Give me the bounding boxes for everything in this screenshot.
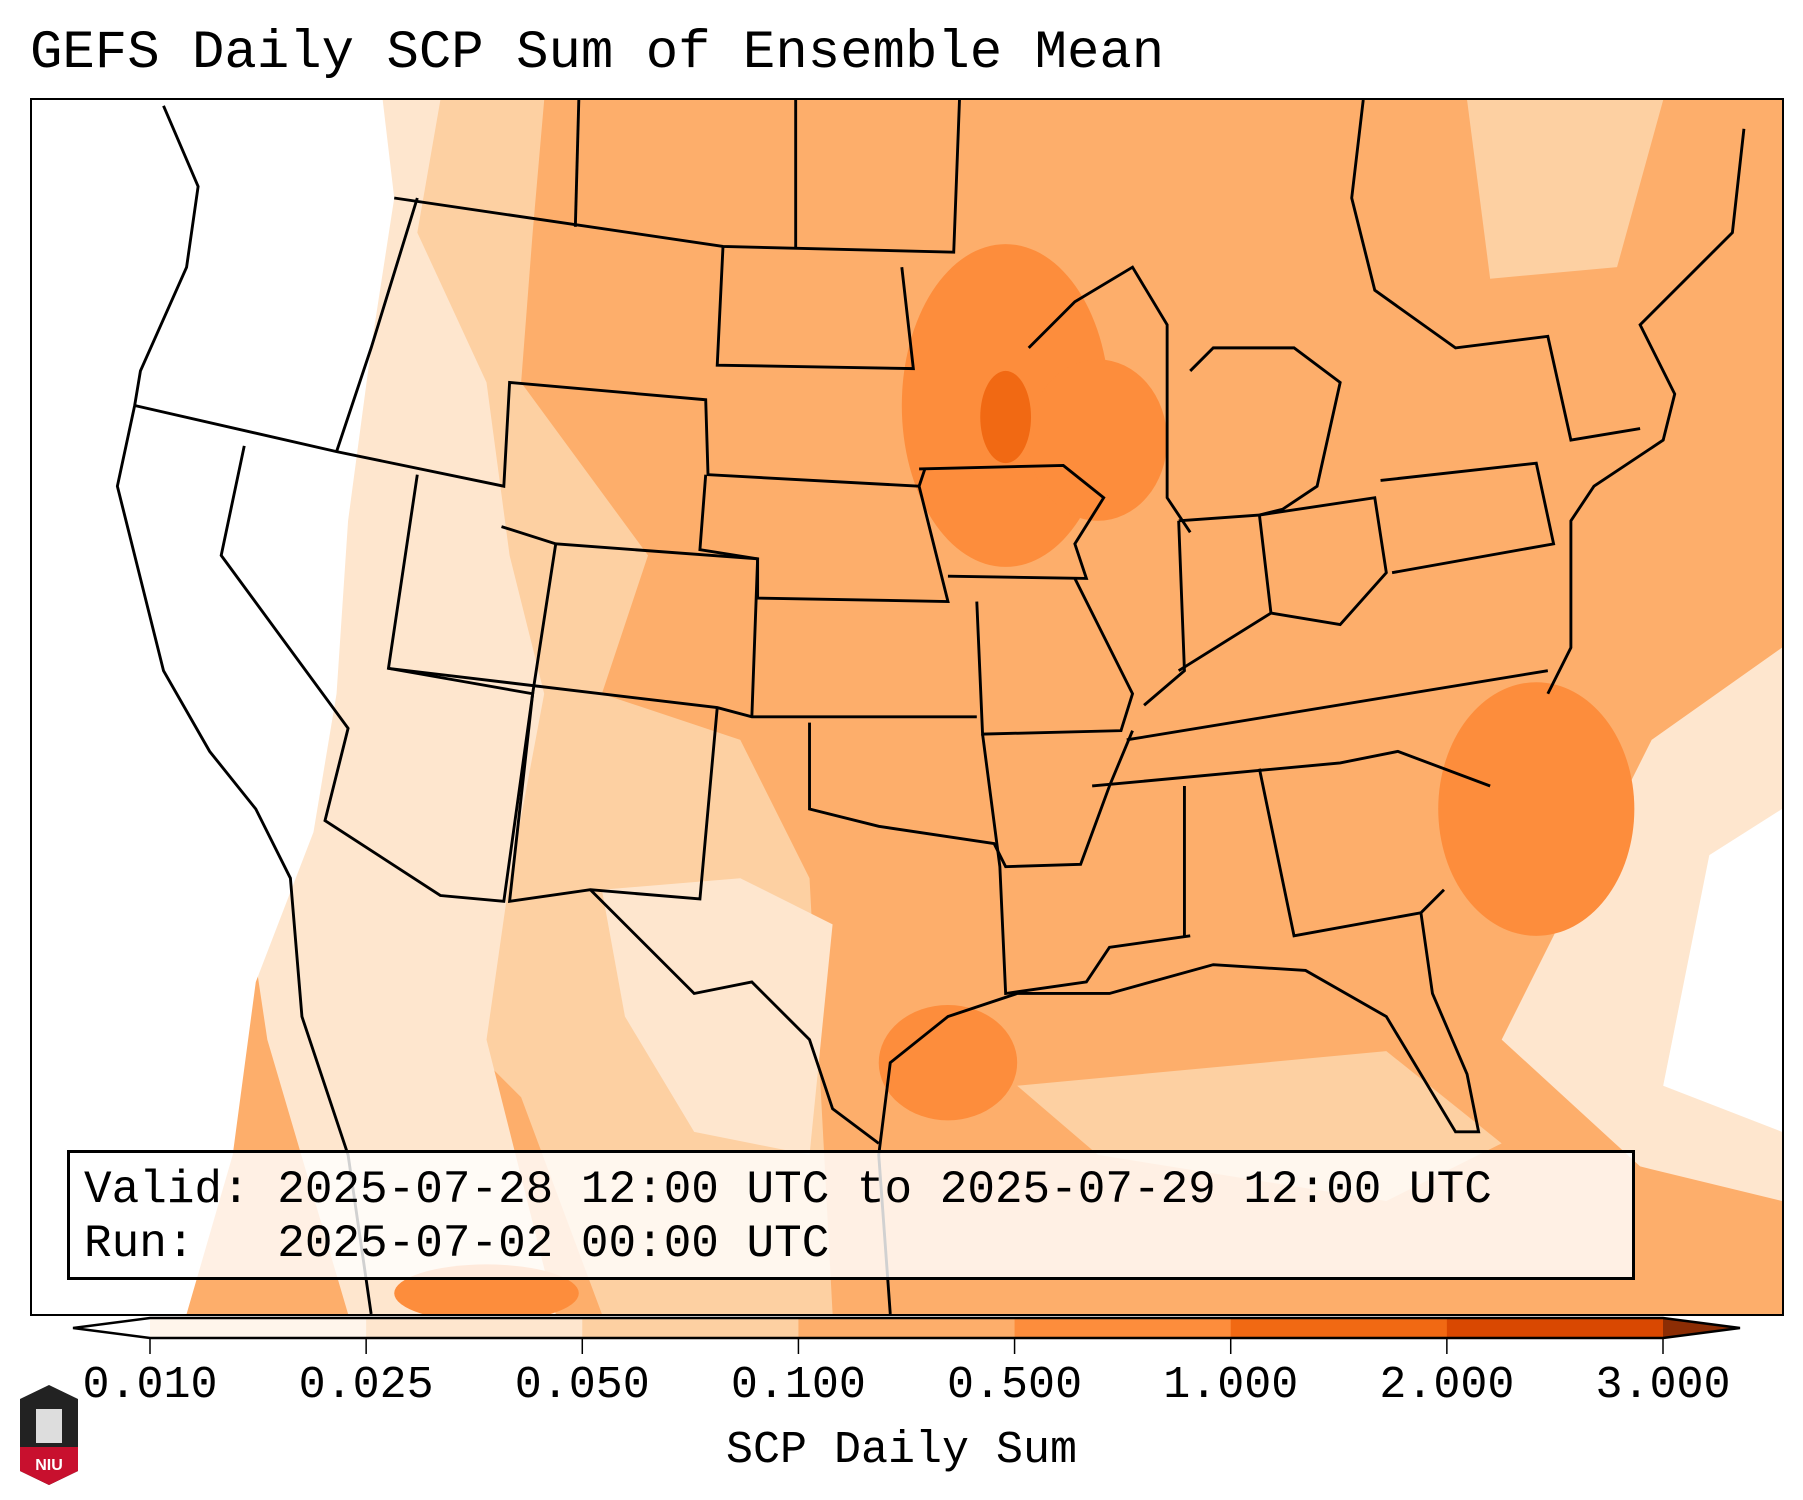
colorbar-segment	[1014, 1318, 1232, 1338]
chart-title: GEFS Daily SCP Sum of Ensemble Mean	[30, 23, 1165, 84]
field-dark-wisconsin	[1028, 359, 1168, 521]
colorbar-tick-label: 0.100	[730, 1360, 866, 1411]
colorbar-segment	[582, 1318, 799, 1338]
colorbar	[72, 1316, 1741, 1354]
colorbar-tick-label: 0.050	[514, 1360, 650, 1411]
niu-logo: NIU	[20, 1385, 78, 1485]
colorbar-segment	[798, 1318, 1016, 1338]
colorbar-under-extend	[73, 1318, 150, 1338]
colorbar-segment	[1446, 1318, 1664, 1338]
field-dark-gulf-coast	[878, 1005, 1018, 1121]
colorbar-tick-label: 1.000	[1163, 1360, 1299, 1411]
field-white-atlantic	[1663, 809, 1782, 1132]
scp-field-map	[32, 100, 1782, 1314]
colorbar-segment	[366, 1318, 583, 1338]
colorbar-label: SCP Daily Sum	[725, 1425, 1078, 1476]
field-light-texas	[601, 878, 833, 1155]
state-boundaries	[115, 100, 1746, 1314]
valid-line: Valid: 2025-07-28 12:00 UTC to 2025-07-2…	[84, 1164, 1492, 1216]
field-light-northeast	[1467, 100, 1664, 279]
colorbar-segment	[150, 1318, 367, 1338]
valid-time-box: Valid: 2025-07-28 12:00 UTC to 2025-07-2…	[67, 1150, 1635, 1280]
colorbar-tick-label: 3.000	[1595, 1360, 1731, 1411]
logo-text: NIU	[35, 1457, 63, 1474]
colorbar-segment	[1230, 1318, 1448, 1338]
field-dark-carolinas	[1438, 682, 1635, 936]
run-line: Run: 2025-07-02 00:00 UTC	[84, 1218, 830, 1270]
colorbar-tick-label: 2.000	[1379, 1360, 1515, 1411]
colorbar-over-extend	[1663, 1318, 1740, 1338]
colorbar-tick-label: 0.500	[947, 1360, 1083, 1411]
field-darker-minnesota	[980, 370, 1032, 464]
field-white-west	[32, 100, 395, 1314]
colorbar-tick-label: 0.025	[298, 1360, 434, 1411]
colorbar-tick-label: 0.010	[82, 1360, 218, 1411]
map-plot	[30, 98, 1784, 1316]
field-lighter-west	[232, 100, 556, 1314]
